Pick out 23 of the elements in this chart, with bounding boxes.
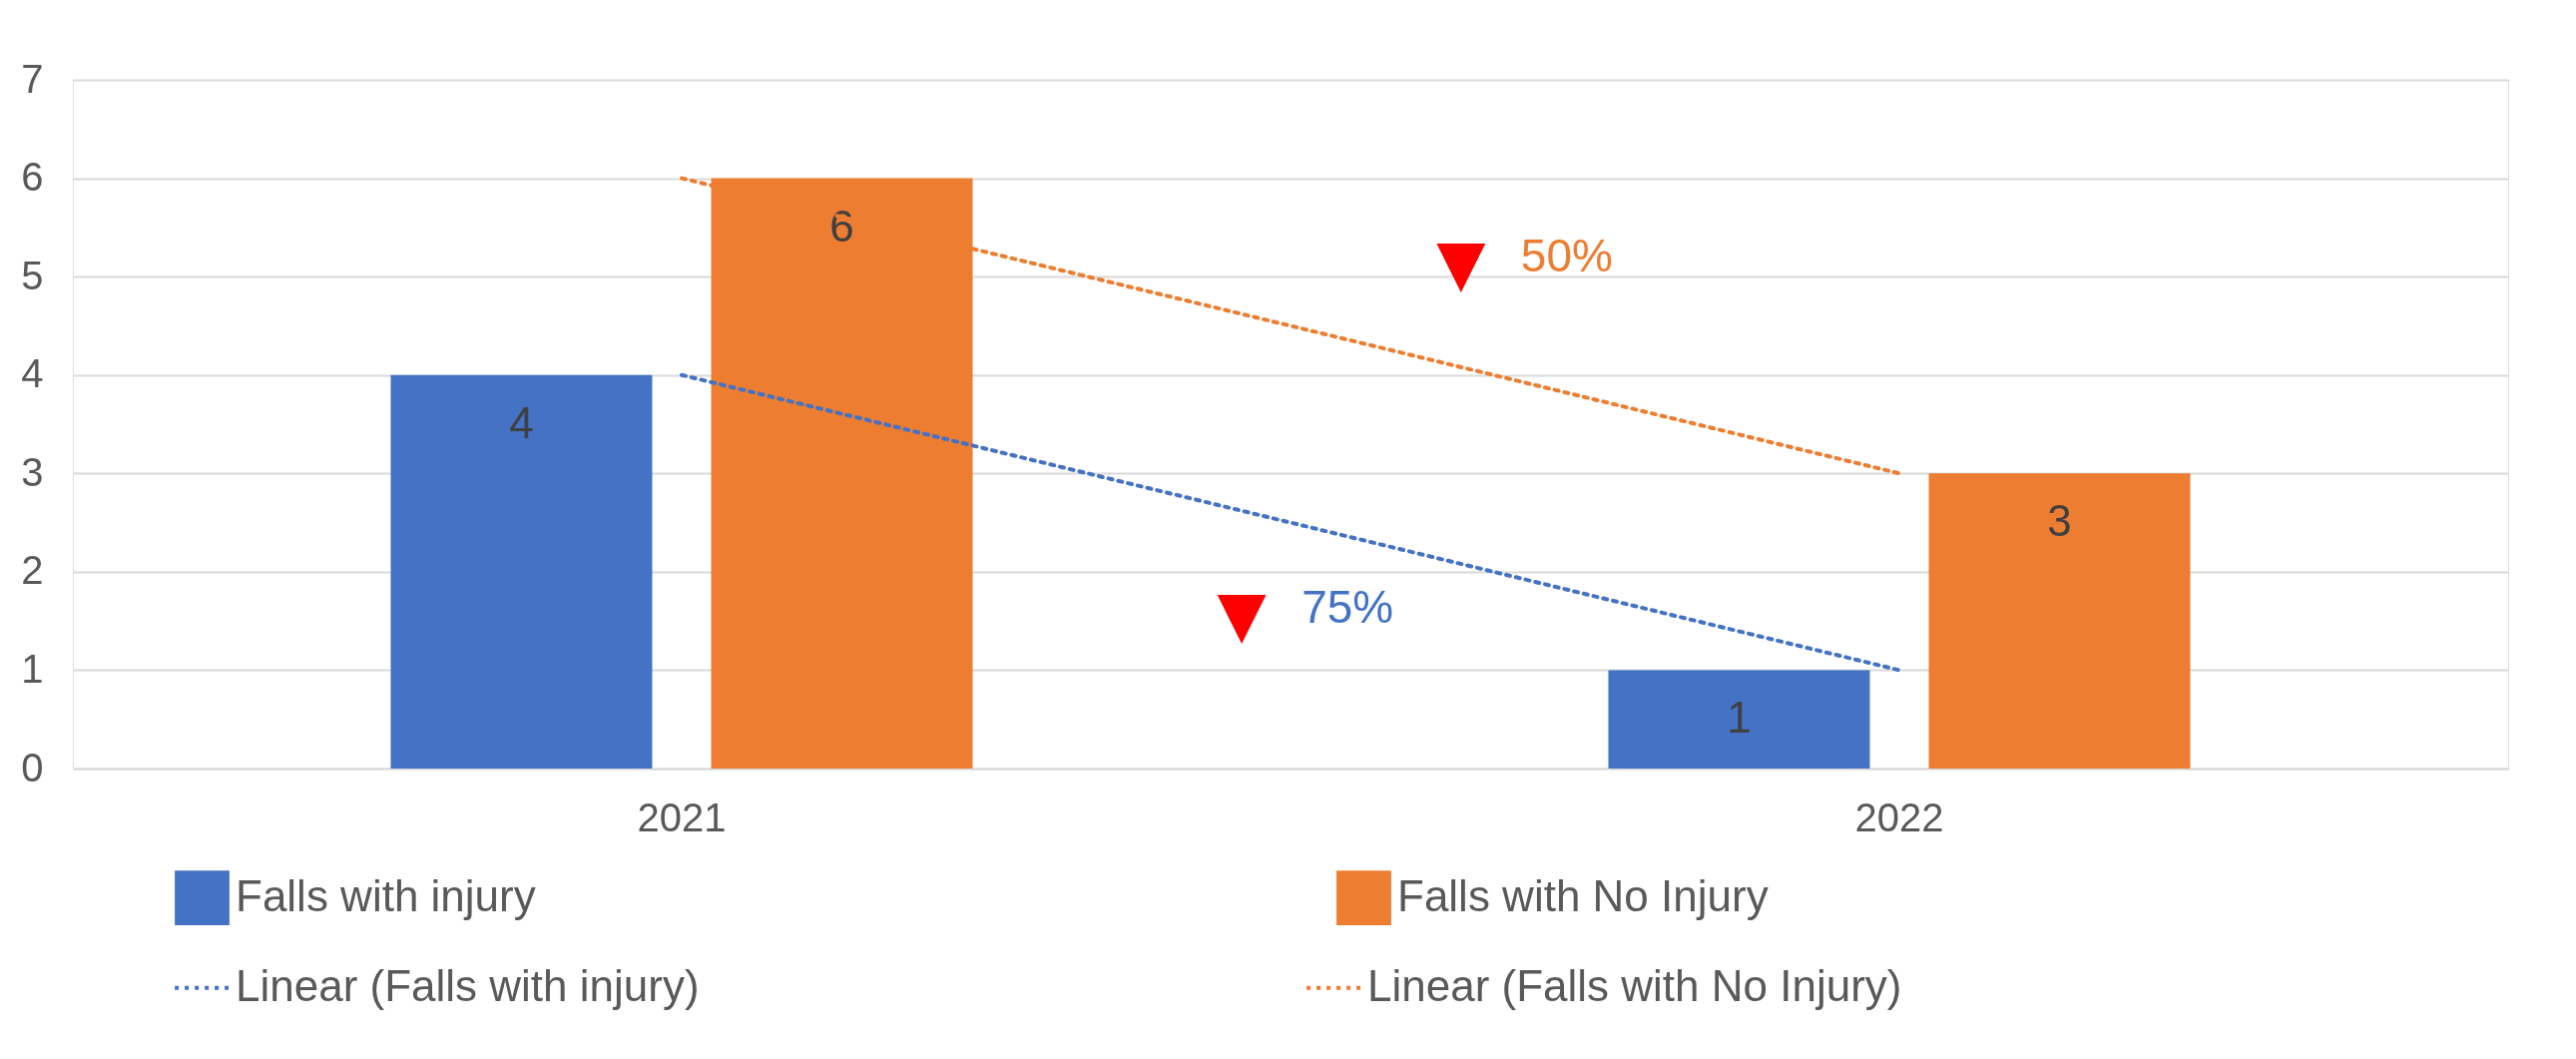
legend-label: Linear (Falls with No Injury) — [1367, 960, 1902, 1010]
annotation: ▼ 75% — [1217, 577, 1394, 652]
x-tick-label: 2022 — [1854, 794, 1944, 839]
annotation: ▼ 50% — [1436, 226, 1613, 300]
y-tick-label: 4 — [21, 351, 44, 396]
data-label: 4 — [509, 397, 534, 447]
legend-label: Falls with injury — [236, 870, 536, 920]
x-tick-label: 2021 — [637, 794, 727, 839]
y-tick-label: 5 — [21, 253, 44, 297]
legend-label: Falls with No Injury — [1397, 870, 1769, 920]
y-tick-label: 7 — [21, 56, 44, 101]
y-tick-label: 6 — [21, 155, 44, 200]
y-tick-label: 0 — [21, 745, 44, 790]
y-tick-label: 1 — [21, 646, 44, 691]
bar — [1928, 473, 2191, 769]
y-tick-label: 2 — [21, 548, 44, 593]
bar — [1608, 670, 1870, 769]
data-label: 3 — [2047, 496, 2072, 546]
data-label: 1 — [1727, 693, 1752, 743]
legend-label: Linear (Falls with injury) — [236, 960, 700, 1010]
bar — [390, 374, 653, 769]
data-label: 6 — [829, 201, 854, 251]
y-tick-label: 3 — [21, 449, 44, 494]
